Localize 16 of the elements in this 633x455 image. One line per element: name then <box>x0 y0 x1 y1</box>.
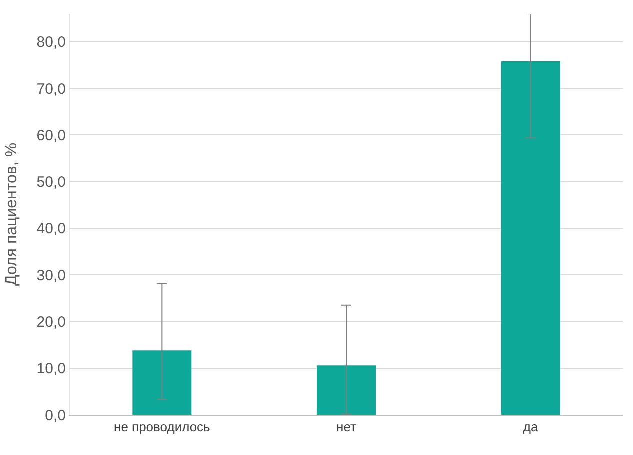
x-tick-label: да <box>523 420 539 435</box>
x-tick-label: не проводилось <box>114 420 211 435</box>
y-tick-label: 70,0 <box>36 80 66 98</box>
y-tick-label: 0,0 <box>45 407 66 424</box>
y-axis-title: Доля пациентов, % <box>4 142 21 286</box>
y-tick-label: 50,0 <box>36 174 66 192</box>
y-tick-label: 60,0 <box>36 127 66 144</box>
bar <box>132 350 192 415</box>
y-tick-label: 30,0 <box>36 267 66 284</box>
x-tick-label: нет <box>336 420 357 435</box>
y-tick-label: 20,0 <box>36 314 66 331</box>
bar <box>501 62 560 415</box>
bar <box>317 366 376 415</box>
y-tick-label: 10,0 <box>36 360 66 378</box>
y-tick-label: 40,0 <box>36 220 66 238</box>
y-tick-label: 80,0 <box>36 34 66 52</box>
